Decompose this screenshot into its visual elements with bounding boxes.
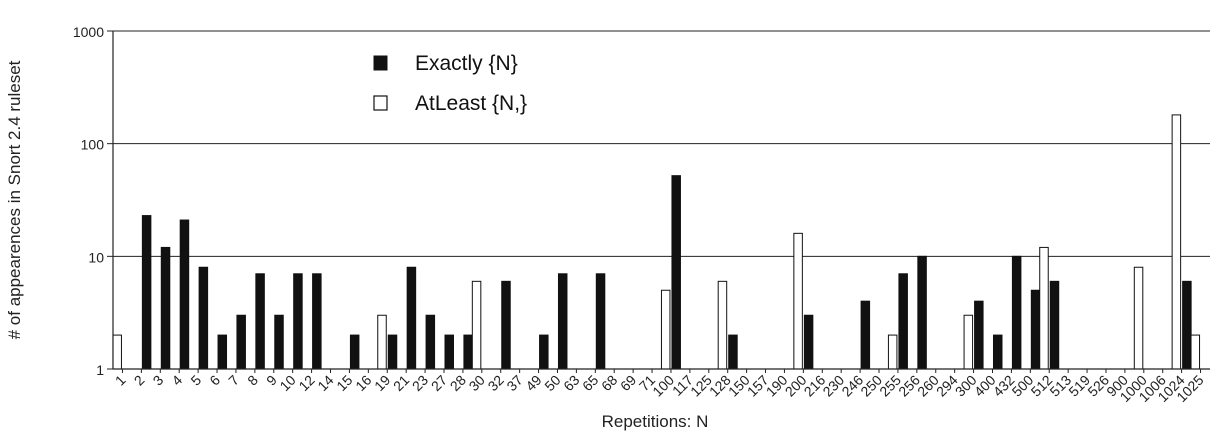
legend: Exactly {N} AtLeast {N,} [373,52,527,115]
bar-exactly [387,334,398,370]
bar-atleast [660,289,671,370]
y-axis-title: # of appearences in Snort 2.4 ruleset [5,60,24,339]
bar-exactly [992,334,1003,370]
x-tick-label: 6 [206,372,223,389]
x-tick-label: 8 [244,372,261,389]
bar-exactly [539,334,549,370]
gridlines [107,30,1210,370]
x-tick-labels: 1 2 3 4 5 6 7 8 91012141516192123272830323749506… [112,369,1207,405]
bar-exactly [917,255,927,370]
bar-exactly [179,219,190,370]
bar-exactly [1030,289,1041,370]
x-tick-label: 7 [225,372,242,389]
bar-exactly [898,273,908,370]
x-tick-label: 9 [263,372,280,389]
bar-exactly [860,300,871,370]
bar-exactly [671,175,681,370]
bar-exactly [728,334,738,370]
bar-exactly [803,314,814,370]
bar-exactly [312,273,322,370]
bar-exactly [501,280,511,370]
y-tick-label: 100 [81,137,105,153]
x-tick-label: 3 [150,372,167,389]
axes [112,31,1210,370]
legend-label-exactly: Exactly {N} [415,52,518,75]
y-tick-label: 10 [88,249,104,265]
bar-exactly [217,334,228,370]
bar-exactly [349,334,360,370]
legend-swatch-atleast [373,95,388,111]
bar-exactly [160,246,171,370]
bar-exactly [255,273,265,370]
bar-atleast [1190,334,1201,370]
bar-exactly [974,300,984,370]
legend-swatch-exactly [373,55,388,71]
bar-exactly [274,314,284,370]
x-tick-label: 1 [112,372,129,389]
bar-atleast [377,314,387,370]
bar-atleast [112,334,122,370]
bar-exactly [595,273,606,370]
bar-exactly [293,273,303,370]
bar-exactly [141,215,152,370]
x-axis-title: Repetitions: N [602,412,709,431]
x-tick-label: 2 [131,372,148,389]
bar-exactly [444,334,454,370]
bar-exactly [1049,280,1060,370]
bar-atleast [471,280,482,370]
bar-atleast [793,232,803,370]
bar-exactly [406,266,417,370]
bar-exactly [557,273,568,370]
x-tick-label: 4 [168,372,185,389]
legend-label-atleast: AtLeast {N,} [415,92,527,115]
bar-atleast [1133,266,1144,370]
y-tick-labels: 1 10 100 1000 [73,24,104,378]
bar-exactly [236,314,246,370]
bar-atleast [1171,114,1182,370]
bar-atleast [1039,246,1049,370]
bar-exactly [1182,280,1192,370]
bar-atleast [717,280,728,370]
bars [112,114,1201,370]
bar-exactly [198,266,209,370]
bar-exactly [425,314,436,370]
bar-atleast [887,334,898,370]
bar-exactly [463,334,473,370]
y-tick-label: 1 [96,362,104,378]
bar-atleast [963,314,974,370]
y-tick-label: 1000 [73,24,104,40]
bar-exactly [1011,255,1022,370]
x-tick-label: 5 [187,372,204,389]
